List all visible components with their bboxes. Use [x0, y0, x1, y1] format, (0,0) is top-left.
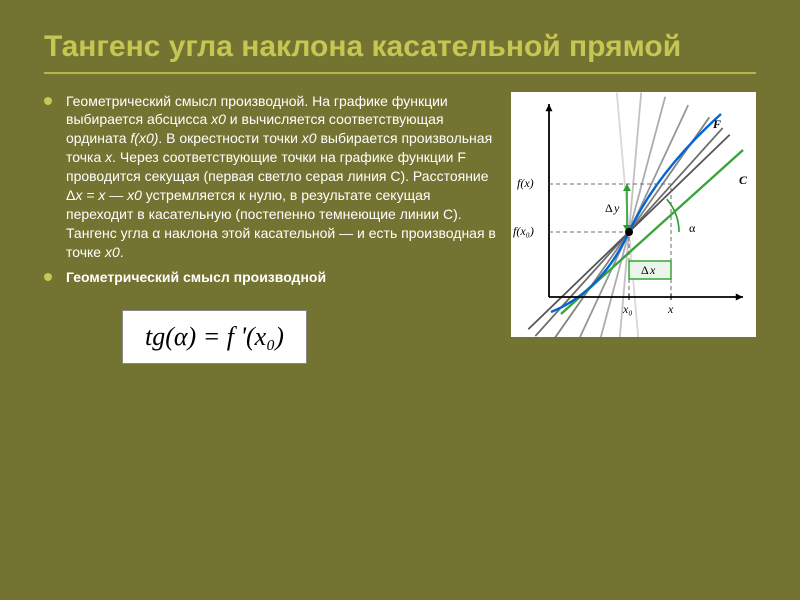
svg-text:α: α [689, 221, 696, 235]
svg-text:y: y [613, 201, 620, 215]
chart-svg: f(x)f(x₀)FCαΔyΔxx₀x [511, 92, 756, 337]
subtitle-text: Геометрический смысл производной [66, 268, 497, 287]
text-column: Геометрический смысл производной. На гра… [44, 92, 497, 364]
bullet-dot-icon [44, 97, 52, 105]
chart-column: f(x)f(x₀)FCαΔyΔxx₀x [511, 92, 756, 364]
title-divider [44, 72, 756, 74]
slide-title: Тангенс угла наклона касательной прямой [44, 28, 756, 66]
svg-text:F: F [712, 117, 721, 131]
formula-box: tg(α) = f '(x₀) [122, 310, 307, 363]
content-row: Геометрический смысл производной. На гра… [44, 92, 756, 364]
svg-text:f(x): f(x) [517, 176, 534, 190]
tangent-chart: f(x)f(x₀)FCαΔyΔxx₀x [511, 92, 756, 337]
svg-text:Δ: Δ [605, 201, 613, 215]
bullet-paragraph: Геометрический смысл производной. На гра… [44, 92, 497, 262]
svg-text:Δ: Δ [641, 263, 649, 277]
svg-text:C: C [739, 173, 748, 187]
formula-text: tg(α) = f '(x₀) [145, 322, 284, 351]
svg-text:x: x [649, 263, 656, 277]
bullet-dot-icon [44, 273, 52, 281]
slide: Тангенс угла наклона касательной прямой … [0, 0, 800, 600]
paragraph-text: Геометрический смысл производной. На гра… [66, 92, 497, 262]
svg-text:f(x₀): f(x₀) [513, 224, 534, 238]
bullet-subtitle: Геометрический смысл производной [44, 268, 497, 287]
svg-text:x: x [667, 302, 674, 316]
svg-text:x₀: x₀ [622, 302, 633, 316]
